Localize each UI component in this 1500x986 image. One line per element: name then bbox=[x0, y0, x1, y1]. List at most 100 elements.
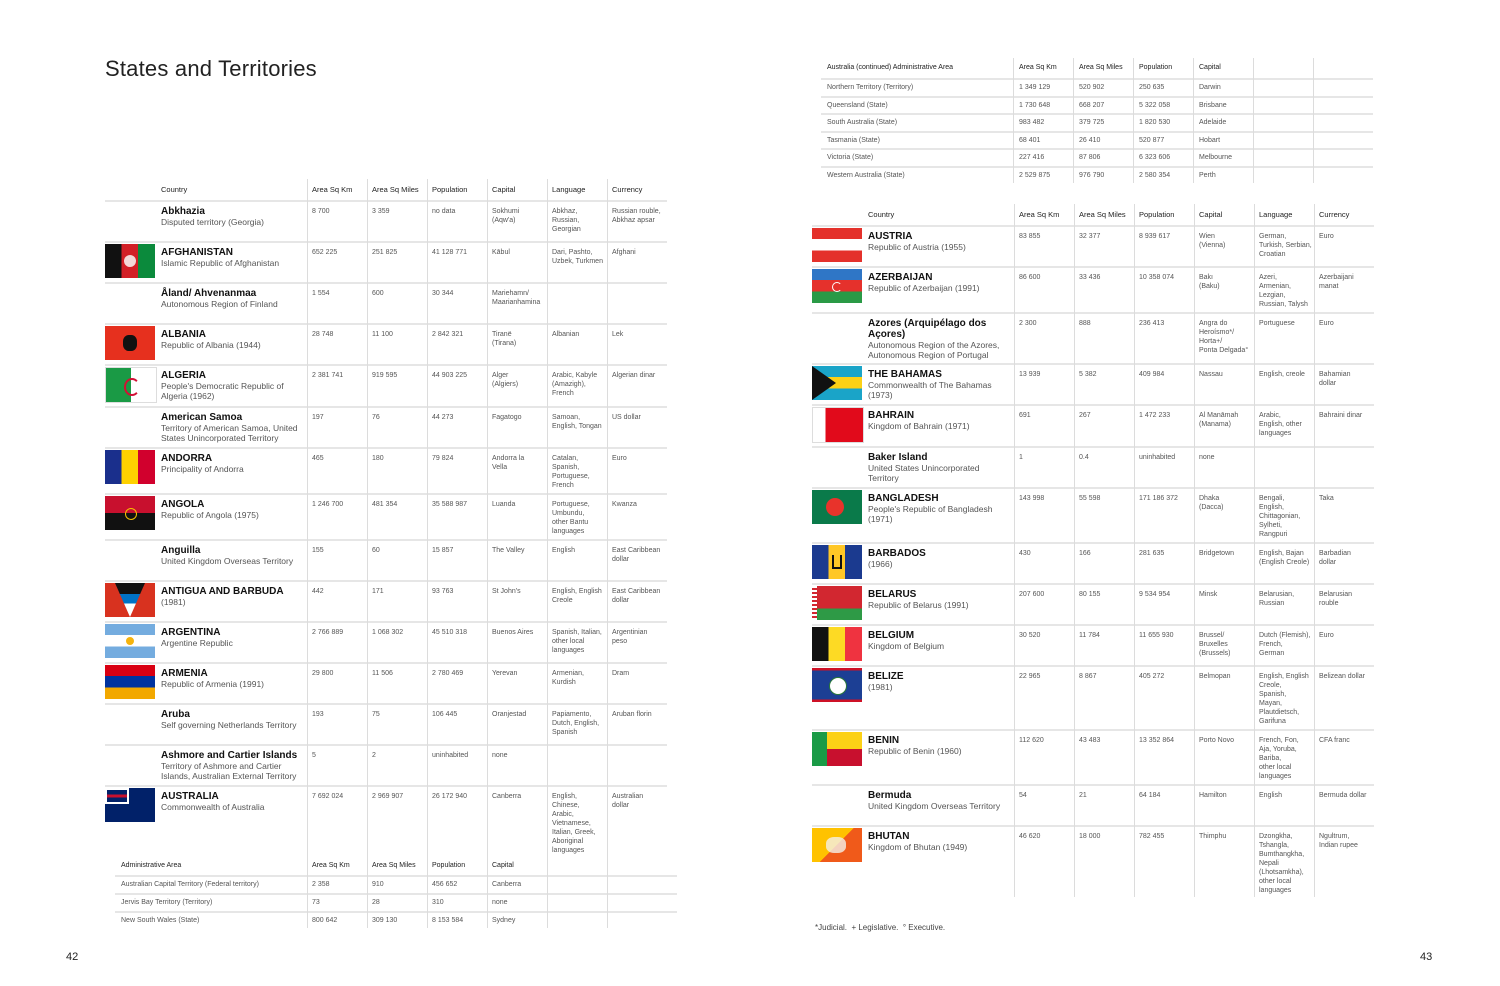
country-name: American Samoa bbox=[161, 412, 243, 423]
cell-km: 197 bbox=[312, 414, 324, 421]
cell-km: 112 620 bbox=[1019, 737, 1044, 744]
bahamas-flag-emblem bbox=[812, 366, 836, 400]
cell-mi: 0.4 bbox=[1079, 454, 1089, 461]
country-cell: BHUTAN Kingdom of Bhutan (1949) bbox=[868, 831, 1010, 852]
admin-column-header: Population bbox=[1139, 64, 1173, 71]
row-divider bbox=[812, 624, 1374, 626]
cell-pop: no data bbox=[432, 208, 456, 215]
cell-km: 54 bbox=[1019, 792, 1027, 799]
country-name: ARGENTINA bbox=[161, 627, 221, 638]
admin-cell-km: 1 730 648 bbox=[1019, 102, 1051, 109]
cell-pop: 93 763 bbox=[432, 588, 454, 595]
cell-lang: English, creole bbox=[1259, 371, 1305, 378]
austria-flag-icon bbox=[812, 228, 862, 262]
cell-pop: 9 534 954 bbox=[1139, 591, 1171, 598]
row-divider bbox=[812, 446, 1374, 448]
cell-cap: Yerevan bbox=[492, 670, 518, 677]
admin-cell-pop: 8 153 584 bbox=[432, 917, 464, 924]
cell-mi: 919 595 bbox=[372, 372, 398, 379]
cell-lang: German, Turkish, Serbian, Croatian bbox=[1259, 233, 1312, 258]
cell-mi: 166 bbox=[1079, 550, 1091, 557]
admin-cell-cap: Sydney bbox=[492, 917, 516, 924]
cell-cap: Bakı (Baku) bbox=[1199, 274, 1220, 290]
admin-cell-cap: Canberra bbox=[492, 881, 522, 888]
admin-column-header: Capital bbox=[492, 862, 514, 869]
admin-cell-pop: 520 877 bbox=[1139, 137, 1165, 144]
admin-row-divider bbox=[821, 148, 1373, 150]
cell-cap: Kābul bbox=[492, 249, 510, 256]
cell-cap: Brussel/ Bruxelles (Brussels) bbox=[1199, 632, 1231, 657]
cell-mi: 21 bbox=[1079, 792, 1087, 799]
admin-row-divider bbox=[115, 893, 677, 895]
country-cell: ANTIGUA AND BARBUDA (1981) bbox=[161, 586, 303, 607]
cell-cur: US dollar bbox=[612, 414, 641, 421]
country-cell: ALGERIA People's Democratic Republic of A… bbox=[161, 370, 303, 401]
cell-cur: Belarusian rouble bbox=[1319, 591, 1353, 607]
cell-cap: Thimphu bbox=[1199, 833, 1227, 840]
admin-row-divider bbox=[821, 96, 1373, 98]
country-name: Aruba bbox=[161, 709, 190, 720]
country-cell: BENIN Republic of Benin (1960) bbox=[868, 735, 1010, 756]
cell-cur: Argentinian peso bbox=[612, 629, 648, 645]
cell-pop: 44 903 225 bbox=[432, 372, 468, 379]
cell-mi: 11 100 bbox=[372, 331, 393, 338]
row-divider bbox=[105, 200, 667, 202]
cell-cap: Mariehamn/ Maarianhamina bbox=[492, 290, 541, 306]
cell-pop: 26 172 940 bbox=[432, 793, 468, 800]
country-official-name: Republic of Azerbaijan (1991) bbox=[868, 283, 980, 293]
column-header: Population bbox=[1139, 210, 1175, 219]
cell-mi: 481 354 bbox=[372, 501, 398, 508]
cell-mi: 2 969 907 bbox=[372, 793, 404, 800]
page-number-left: 42 bbox=[66, 951, 79, 963]
cell-cap: Sokhumi (Aqw'a) bbox=[492, 208, 520, 224]
cell-cap: Nassau bbox=[1199, 371, 1223, 378]
antigua-flag-icon bbox=[105, 583, 155, 617]
cell-pop: 35 588 987 bbox=[432, 501, 468, 508]
country-official-name: Republic of Armenia (1991) bbox=[161, 679, 265, 689]
cell-cur: Australian dollar bbox=[612, 793, 644, 809]
admin-cell-km: 68 401 bbox=[1019, 137, 1041, 144]
cell-lang: Dzongkha, Tshangla, Bumthangkha, Nepali … bbox=[1259, 833, 1305, 894]
admin-cell-mi: 976 790 bbox=[1079, 172, 1105, 179]
country-cell: BANGLADESH People's Republic of Banglades… bbox=[868, 493, 1010, 524]
column-header: Language bbox=[1259, 210, 1293, 219]
cell-cur: Kwanza bbox=[612, 501, 637, 508]
column-header: Country bbox=[161, 185, 188, 194]
cell-pop: 2 842 321 bbox=[432, 331, 464, 338]
row-divider bbox=[105, 241, 667, 243]
cell-lang: English bbox=[552, 547, 575, 554]
admin-cell-mi: 309 130 bbox=[372, 917, 398, 924]
row-divider bbox=[105, 493, 667, 495]
andorra-flag-icon bbox=[105, 450, 155, 484]
admin-column-header: Area Sq Miles bbox=[372, 862, 416, 869]
angola-flag-icon bbox=[105, 496, 155, 530]
cell-cur: Euro bbox=[1319, 320, 1334, 327]
admin-row-divider bbox=[115, 911, 677, 913]
country-name: Baker Island bbox=[868, 452, 928, 463]
cell-mi: 55 598 bbox=[1079, 495, 1101, 502]
cell-mi: 3 359 bbox=[372, 208, 390, 215]
country-official-name: Disputed territory (Georgia) bbox=[161, 217, 264, 227]
country-official-name: Republic of Belarus (1991) bbox=[868, 600, 969, 610]
country-cell: Azores (Arquipélago dos Açores) Autonomou… bbox=[868, 318, 1010, 360]
albania-flag-icon bbox=[105, 326, 155, 360]
column-divider bbox=[547, 179, 548, 928]
cell-mi: 32 377 bbox=[1079, 233, 1101, 240]
admin-cell-pop: 250 635 bbox=[1139, 84, 1165, 91]
cell-mi: 33 436 bbox=[1079, 274, 1101, 281]
cell-cur: East Caribbean dollar bbox=[612, 588, 661, 604]
admin-cell-km: 73 bbox=[312, 899, 320, 906]
country-official-name: People's Republic of Bangladesh (1971) bbox=[868, 504, 993, 524]
cell-cap: Hamilton bbox=[1199, 792, 1227, 799]
row-divider bbox=[812, 487, 1374, 489]
admin-area-name: New South Wales (State) bbox=[121, 917, 200, 924]
cell-lang: Armenian, Kurdish bbox=[552, 670, 584, 686]
footnote: *Judicial. + Legislative. ° Executive. bbox=[815, 923, 946, 932]
row-divider bbox=[105, 447, 667, 449]
country-name: AFGHANISTAN bbox=[161, 247, 234, 258]
country-cell: AZERBAIJAN Republic of Azerbaijan (1991) bbox=[868, 272, 1010, 293]
admin-cell-cap: Darwin bbox=[1199, 84, 1221, 91]
cell-cap: Porto Novo bbox=[1199, 737, 1235, 744]
algeria-flag-icon bbox=[105, 367, 157, 403]
country-name: Ashmore and Cartier Islands bbox=[161, 750, 298, 761]
